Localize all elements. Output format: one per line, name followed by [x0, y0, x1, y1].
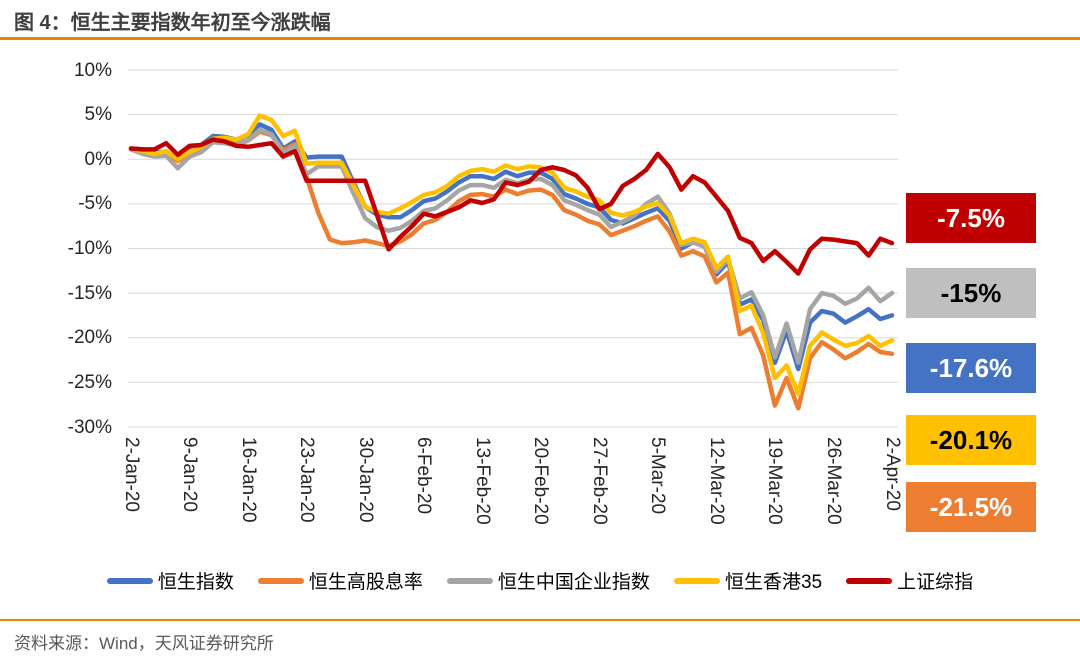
y-axis-tick-label: 5%: [84, 104, 112, 126]
chart-title: 图 4：恒生主要指数年初至今涨跌幅: [14, 12, 331, 34]
x-axis-tick-label: 5-Mar-20: [647, 437, 669, 515]
legend-label: 上证综指: [897, 572, 974, 593]
y-axis-tick-label: 10%: [73, 59, 112, 81]
x-axis-tick-label: 2-Apr-20: [881, 437, 903, 511]
series-line-恒生中国企业指数: [128, 127, 895, 365]
legend-line-marker: [673, 577, 720, 584]
legend-item-恒生香港35: 恒生香港35: [673, 567, 823, 594]
legend-label: 恒生香港35: [724, 572, 823, 593]
x-axis-tick-label: 12-Mar-20: [705, 437, 727, 525]
series-line-上证综指: [128, 137, 895, 276]
source-note: 资料来源：Wind，天风证券研究所: [14, 634, 274, 653]
legend-item-恒生中国企业指数: 恒生中国企业指数: [446, 567, 650, 594]
x-axis-tick-label: 6-Feb-20: [413, 437, 435, 515]
y-axis-tick-label: -20%: [67, 327, 112, 349]
value-box: -7.5%: [906, 193, 1036, 243]
x-axis-tick-label: 30-Jan-20: [354, 437, 376, 523]
series-line-恒生指数: [128, 122, 895, 372]
x-axis-tick-label: 13-Feb-20: [471, 437, 493, 525]
value-box: -21.5%: [906, 482, 1036, 532]
x-axis-tick-label: 2-Jan-20: [120, 437, 142, 512]
legend-item-恒生指数: 恒生指数: [106, 567, 234, 594]
y-axis-tick-label: -30%: [67, 416, 112, 438]
legend-label: 恒生中国企业指数: [497, 572, 650, 593]
x-axis-tick-label: 27-Feb-20: [588, 437, 610, 525]
x-axis-tick-label: 19-Mar-20: [764, 437, 786, 525]
series-line-恒生香港35: [128, 113, 895, 397]
legend-label: 恒生高股息率: [308, 572, 423, 593]
y-axis-tick-label: -10%: [67, 238, 112, 259]
x-axis-tick-label: 23-Jan-20: [296, 437, 318, 523]
value-box: -17.6%: [906, 343, 1036, 393]
legend-item-恒生高股息率: 恒生高股息率: [257, 567, 423, 594]
x-axis-tick-label: 20-Feb-20: [530, 437, 552, 525]
legend-label: 恒生指数: [157, 572, 234, 593]
legend-line-marker: [257, 577, 304, 584]
legend-line-marker: [446, 577, 493, 584]
legend-item-上证综指: 上证综指: [846, 567, 973, 594]
footer-rule: [0, 619, 1080, 621]
y-axis-tick-label: -5%: [78, 193, 112, 215]
value-box: -15%: [906, 268, 1036, 318]
x-axis-tick-label: 9-Jan-20: [179, 437, 201, 512]
title-underline: [0, 37, 1080, 40]
y-axis-tick-label: -15%: [67, 282, 112, 304]
legend-line-marker: [106, 577, 153, 584]
y-axis-tick-label: 0%: [84, 148, 112, 170]
x-axis-tick-label: 16-Jan-20: [237, 437, 259, 523]
value-box: -20.1%: [906, 415, 1036, 465]
y-axis-tick-label: -25%: [67, 371, 112, 393]
chart-legend: 恒生指数 恒生高股息率 恒生中国企业指数 恒生香港35 上证综指: [0, 567, 1080, 594]
legend-line-marker: [846, 577, 893, 584]
x-axis-tick-label: 26-Mar-20: [822, 437, 844, 525]
